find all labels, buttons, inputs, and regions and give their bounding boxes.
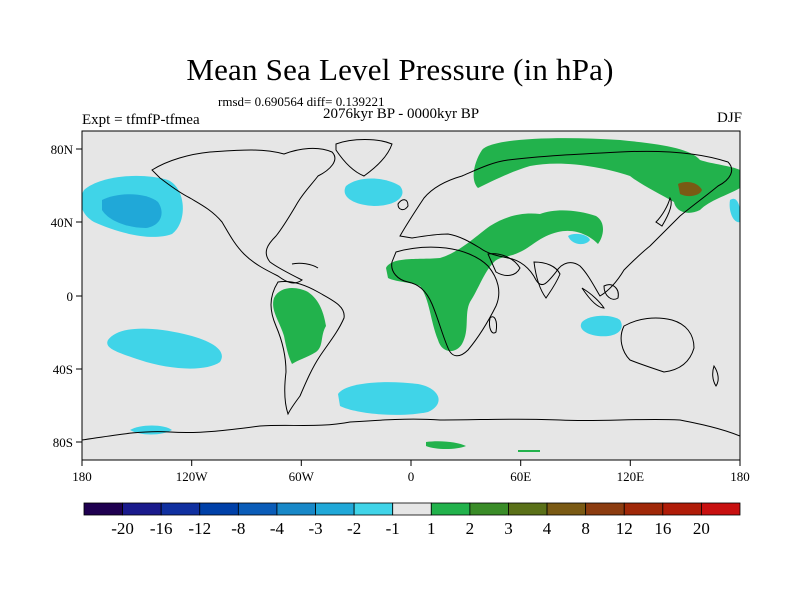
colorbar-label: 1 xyxy=(427,519,436,538)
colorbar-label: 2 xyxy=(466,519,475,538)
y-tick-label: 80S xyxy=(53,435,73,450)
y-tick-label: 80N xyxy=(51,142,74,157)
colorbar-label: -12 xyxy=(188,519,211,538)
british-isles-coast xyxy=(397,199,409,211)
antarctic-high-small xyxy=(518,450,540,452)
x-tick-label: 180 xyxy=(730,469,750,484)
season-label: DJF xyxy=(716,110,742,126)
borneo-coast xyxy=(603,284,619,300)
y-tick-label: 40S xyxy=(53,362,73,377)
north-atlantic-low xyxy=(344,178,403,206)
colorbar-swatch xyxy=(662,502,702,516)
india-coast xyxy=(533,261,561,299)
north-pacific-core xyxy=(102,194,162,228)
australia-coast xyxy=(620,317,695,373)
x-tick-label: 120W xyxy=(176,469,209,484)
colorbar-swatch xyxy=(83,502,123,516)
colorbar-label: 12 xyxy=(616,519,633,538)
colorbar-label: -4 xyxy=(270,519,285,538)
sumatra-coast xyxy=(581,287,605,309)
south-pacific-low xyxy=(107,328,222,369)
greenland-coast xyxy=(335,139,393,177)
x-tick-label: 180 xyxy=(72,469,92,484)
arabia-coast xyxy=(487,253,521,276)
antarctic-high xyxy=(426,441,466,449)
colorbar-label: 3 xyxy=(504,519,513,538)
chart-title: Mean Sea Level Pressure (in hPa) xyxy=(186,52,614,87)
y-tick-label: 0 xyxy=(67,289,74,304)
colorbar-label: -1 xyxy=(386,519,400,538)
colorbar-swatch xyxy=(392,502,432,516)
tick-marks xyxy=(76,148,741,466)
colorbar-label: 4 xyxy=(543,519,552,538)
x-tick-label: 60E xyxy=(510,469,531,484)
madagascar-coast xyxy=(489,316,497,334)
x-tick-label: 120E xyxy=(617,469,645,484)
experiment-label: Expt = tfmfP-tfmea xyxy=(82,112,200,128)
colorbar-label: 16 xyxy=(654,519,671,538)
colorbar-swatch xyxy=(160,502,201,516)
colorbar: -20 -16 -12 -8 -4 -3 -2 -1 1 2 3 4 8 12 16 20 xyxy=(83,502,741,538)
map-layers xyxy=(82,138,740,452)
colorbar-swatch xyxy=(353,502,394,516)
y-tick-label: 40N xyxy=(51,215,74,230)
colorbar-label: 8 xyxy=(581,519,590,538)
colorbar-swatch xyxy=(546,502,587,516)
colorbar-label: -16 xyxy=(150,519,173,538)
africa-asia-high xyxy=(386,210,603,352)
colorbar-swatch xyxy=(276,502,316,516)
indian-ocean-low xyxy=(580,315,622,337)
eurasia-coast xyxy=(399,150,733,297)
colorbar-label: -20 xyxy=(111,519,134,538)
colorbar-swatch xyxy=(585,502,625,516)
colorbar-swatch xyxy=(122,502,162,516)
colorbar-label: -3 xyxy=(308,519,322,538)
antarctica-coast xyxy=(82,418,740,441)
caribbean-coast xyxy=(291,262,319,269)
x-tick-label: 0 xyxy=(408,469,415,484)
colorbar-swatch xyxy=(508,502,548,516)
south-atlantic-low xyxy=(338,382,439,415)
colorbar-swatch xyxy=(315,502,355,516)
japan-coast xyxy=(655,196,672,227)
south-america-high xyxy=(273,288,326,364)
siberia-core xyxy=(678,182,702,197)
colorbar-swatch xyxy=(237,502,278,516)
coastlines xyxy=(82,139,740,441)
colorbar-swatch xyxy=(469,502,509,516)
stats-text: rmsd= 0.690564 diff= 0.139221 xyxy=(218,94,385,109)
north-pacific-edge xyxy=(729,198,740,223)
period-text: 2076kyr BP - 0000kyr BP xyxy=(323,106,480,122)
china-low xyxy=(568,233,590,245)
x-tick-label: 60W xyxy=(289,469,315,484)
africa-coast xyxy=(391,246,500,357)
colorbar-swatch xyxy=(430,502,471,516)
colorbar-label: 20 xyxy=(693,519,710,538)
north-america-coast xyxy=(151,147,336,284)
colorbar-swatch xyxy=(623,502,664,516)
south-america-coast xyxy=(270,281,345,416)
colorbar-label: -2 xyxy=(347,519,361,538)
colorbar-label: -8 xyxy=(231,519,245,538)
colorbar-swatch xyxy=(701,502,741,516)
colorbar-swatch xyxy=(199,502,239,516)
new-zealand-coast xyxy=(712,364,719,387)
